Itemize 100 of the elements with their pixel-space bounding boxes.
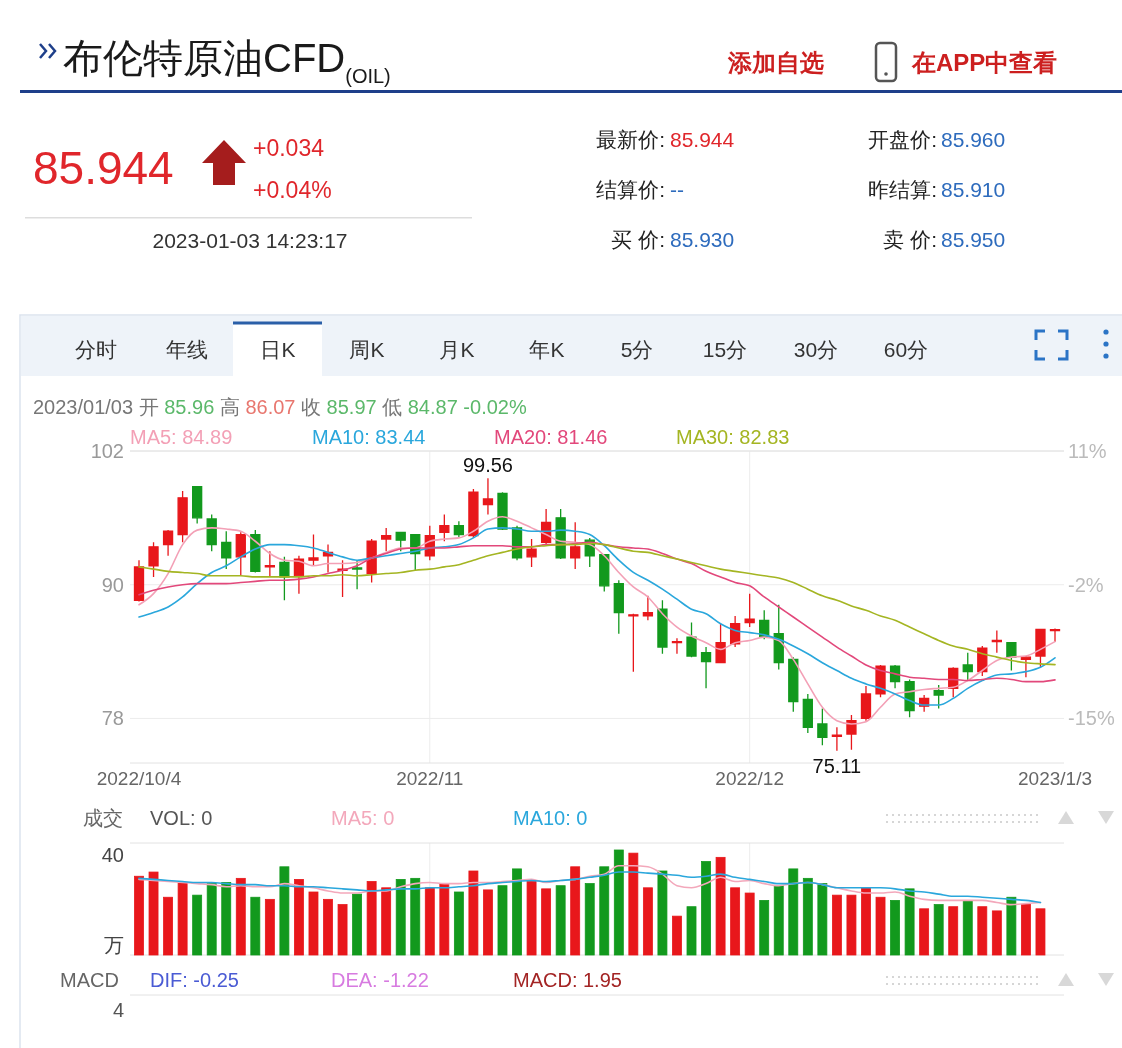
candlestick [802,693,813,734]
text: 85.930 [670,227,735,251]
bar [570,866,581,956]
bar [759,900,770,956]
bar [497,885,508,956]
bar [483,889,493,956]
bar [730,887,741,956]
y-tick-label: 90 [101,573,124,596]
bar [788,868,799,956]
text: 85.910 [941,177,1006,201]
bar [875,896,886,956]
candlestick [671,637,683,655]
candlestick [628,613,639,673]
bar [221,882,232,956]
bar [991,910,1002,956]
candlestick [482,477,494,516]
candlestick [381,527,392,552]
bar [424,887,435,956]
bar [294,879,304,956]
text: 85.944 [33,142,174,194]
candlestick [570,521,581,570]
text: 15分 [702,337,748,361]
candlestick [788,656,799,713]
text: 40 [101,844,124,866]
candlestick [831,726,843,752]
candlestick [366,538,377,584]
text: +0.04% [253,177,332,203]
candlestick [264,550,276,578]
candlestick [1049,627,1061,643]
y2-tick-label: -15% [1068,707,1115,730]
bar [962,900,973,956]
text: MA5: 84.89 [130,426,233,448]
bar [1006,896,1017,956]
candlestick [991,629,1002,654]
candlestick [686,621,697,658]
candlestick [351,559,363,590]
bar [526,881,537,956]
text: DEA: -1.22 [331,969,429,991]
text: +0.034 [253,135,325,161]
bar [613,849,624,956]
text: 85.950 [941,227,1006,251]
text: 添加自选 [727,48,824,76]
text: 昨结算: [868,177,937,201]
text: 结算价: [596,177,665,201]
bar [264,898,275,956]
candlestick [613,579,624,635]
candlestick [1020,655,1032,678]
candlestick [162,529,174,557]
annotation: 99.56 [462,454,513,477]
bar [977,906,988,956]
bar [192,894,203,956]
candlestick [308,533,319,567]
candlestick [526,538,537,568]
bar [206,883,217,956]
y-tick-label: 102 [90,440,124,462]
text: DIF: -0.25 [150,969,239,991]
text: 分时 [75,337,117,361]
y2-tick-label: 11% [1068,440,1107,462]
bar [308,891,319,956]
text: 在APP中查看 [911,48,1058,76]
candlestick [657,599,668,655]
text: 60分 [883,337,929,361]
y-tick-label: 78 [101,707,124,730]
candlestick [817,707,828,746]
bar [410,877,421,956]
bar [337,904,348,956]
x-tick-label: 2022/12 [715,767,785,789]
bar [555,885,566,956]
bar [250,896,261,956]
candlestick [235,531,246,577]
text: 2023-01-03 14:23:17 [152,228,348,252]
bar [134,875,144,956]
text: 2023/01/03 开 85.96 高 86.07 收 85.97 低 84.87 -0.02% [33,396,527,418]
candlestick [192,486,203,525]
x-tick-label: 2022/11 [396,767,464,789]
bar [1035,908,1046,956]
bar [395,879,406,956]
candlestick [1035,628,1046,668]
text: MA20: 81.46 [494,426,608,448]
candlestick [744,592,755,628]
text: MA5: 0 [331,807,395,829]
candlestick [395,531,406,552]
bar [657,870,668,956]
text: MACD: 1.95 [513,969,622,991]
bar [715,856,726,956]
y2-tick-label: -2% [1068,573,1104,596]
text: 周K [349,337,385,361]
candlestick [1006,642,1017,672]
bar [235,877,246,956]
candlestick [293,555,305,595]
candlestick [453,520,465,539]
bar [802,877,813,956]
candlestick [206,513,217,552]
bar [686,906,697,956]
text: MA10: 0 [513,807,588,829]
text: 年线 [166,337,208,361]
bar [148,871,159,956]
bar [439,883,450,956]
bar [163,896,173,956]
candlestick [773,604,784,671]
